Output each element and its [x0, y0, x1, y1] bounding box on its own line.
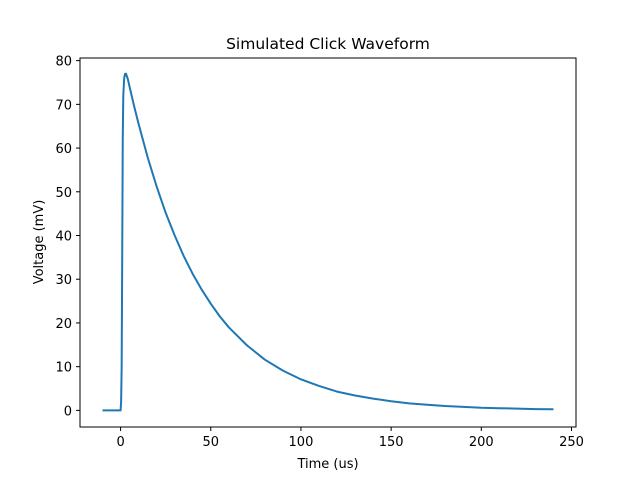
x-axis: 0 50 100 150 200 250 — [116, 427, 584, 450]
plot-frame — [79, 57, 577, 428]
y-tick-label: 50 — [55, 186, 72, 201]
x-tick-label: 250 — [559, 435, 584, 450]
y-tick-label: 80 — [55, 55, 72, 70]
y-axis: 0 10 20 30 40 50 60 70 80 — [55, 55, 80, 419]
y-tick-label: 70 — [55, 98, 72, 113]
y-axis-label: Voltage (mV) — [32, 200, 47, 285]
y-tick-label: 40 — [55, 230, 72, 245]
y-tick-label: 20 — [55, 317, 72, 332]
y-tick-label: 60 — [55, 142, 72, 157]
y-tick-label: 0 — [64, 404, 72, 419]
y-tick-label: 30 — [55, 273, 72, 288]
x-tick-label: 150 — [379, 435, 404, 450]
x-tick-label: 0 — [116, 435, 124, 450]
y-tick-label: 10 — [55, 361, 72, 376]
x-tick-label: 200 — [469, 435, 494, 450]
x-axis-label: Time (us) — [296, 457, 358, 472]
x-tick-label: 100 — [289, 435, 314, 450]
series-line-0 — [102, 72, 554, 412]
chart-title: Simulated Click Waveform — [226, 35, 430, 53]
x-tick-label: 50 — [202, 435, 219, 450]
plot-area — [102, 72, 554, 412]
